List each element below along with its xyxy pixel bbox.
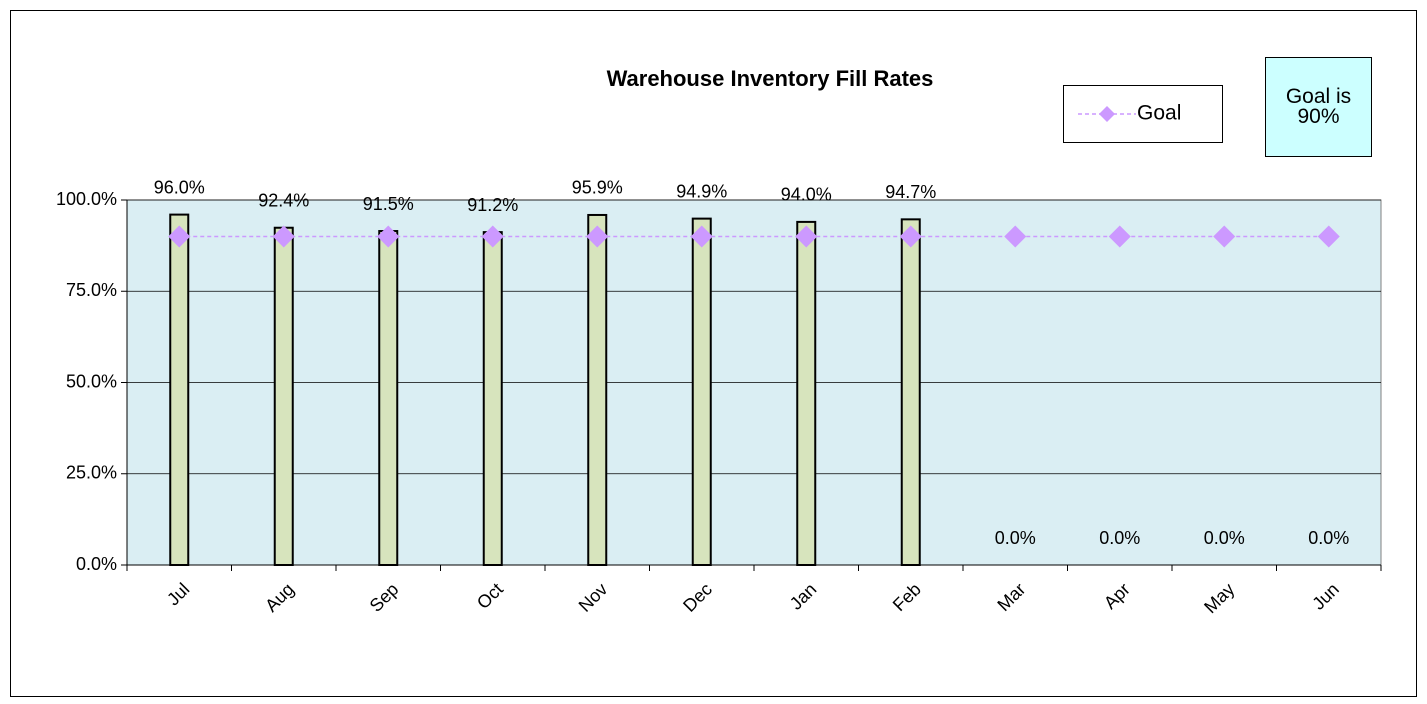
goal-marker	[377, 225, 400, 248]
data-label: 0.0%	[1099, 528, 1140, 548]
chart-title: Warehouse Inventory Fill Rates	[607, 66, 934, 91]
goal-marker	[168, 225, 191, 248]
bar	[482, 231, 503, 566]
goal-marker	[1004, 225, 1027, 248]
bar	[378, 230, 399, 566]
y-tick-label: 100.0%	[56, 189, 117, 209]
goal-marker	[481, 225, 504, 248]
goal-marker	[272, 225, 295, 248]
data-label: 0.0%	[1204, 528, 1245, 548]
data-label: 94.9%	[676, 181, 727, 201]
data-label: 0.0%	[995, 528, 1036, 548]
y-tick-label: 25.0%	[66, 463, 117, 483]
legend-label: Goal	[1137, 102, 1181, 125]
data-label: 94.0%	[781, 185, 832, 205]
annotation: Goal is 90%	[1285, 85, 1352, 128]
y-tick-label: 50.0%	[66, 371, 117, 391]
goal-marker	[1317, 225, 1340, 248]
data-label: 94.7%	[885, 182, 936, 202]
goal-marker	[1108, 225, 1131, 248]
goal-marker	[586, 225, 609, 248]
y-tick-label: 75.0%	[66, 280, 117, 300]
y-tick-label: 0.0%	[76, 554, 117, 574]
bar	[900, 218, 921, 566]
goal-marker	[690, 225, 713, 248]
bar	[273, 226, 294, 567]
bar	[587, 213, 608, 566]
goal-marker	[1213, 225, 1236, 248]
data-label: 95.9%	[572, 178, 623, 198]
goal-marker	[795, 225, 818, 248]
bar	[691, 217, 712, 567]
annotation-box: Goal is 90%	[1265, 57, 1372, 157]
legend-marker	[1099, 106, 1115, 122]
legend-box	[1063, 85, 1223, 143]
data-label: 92.4%	[258, 190, 309, 210]
data-label: 0.0%	[1308, 528, 1349, 548]
data-label: 91.5%	[363, 194, 414, 214]
data-label: 96.0%	[154, 177, 205, 197]
goal-marker	[899, 225, 922, 248]
data-label: 91.2%	[467, 195, 518, 215]
bar	[169, 213, 190, 566]
bar	[796, 220, 817, 566]
